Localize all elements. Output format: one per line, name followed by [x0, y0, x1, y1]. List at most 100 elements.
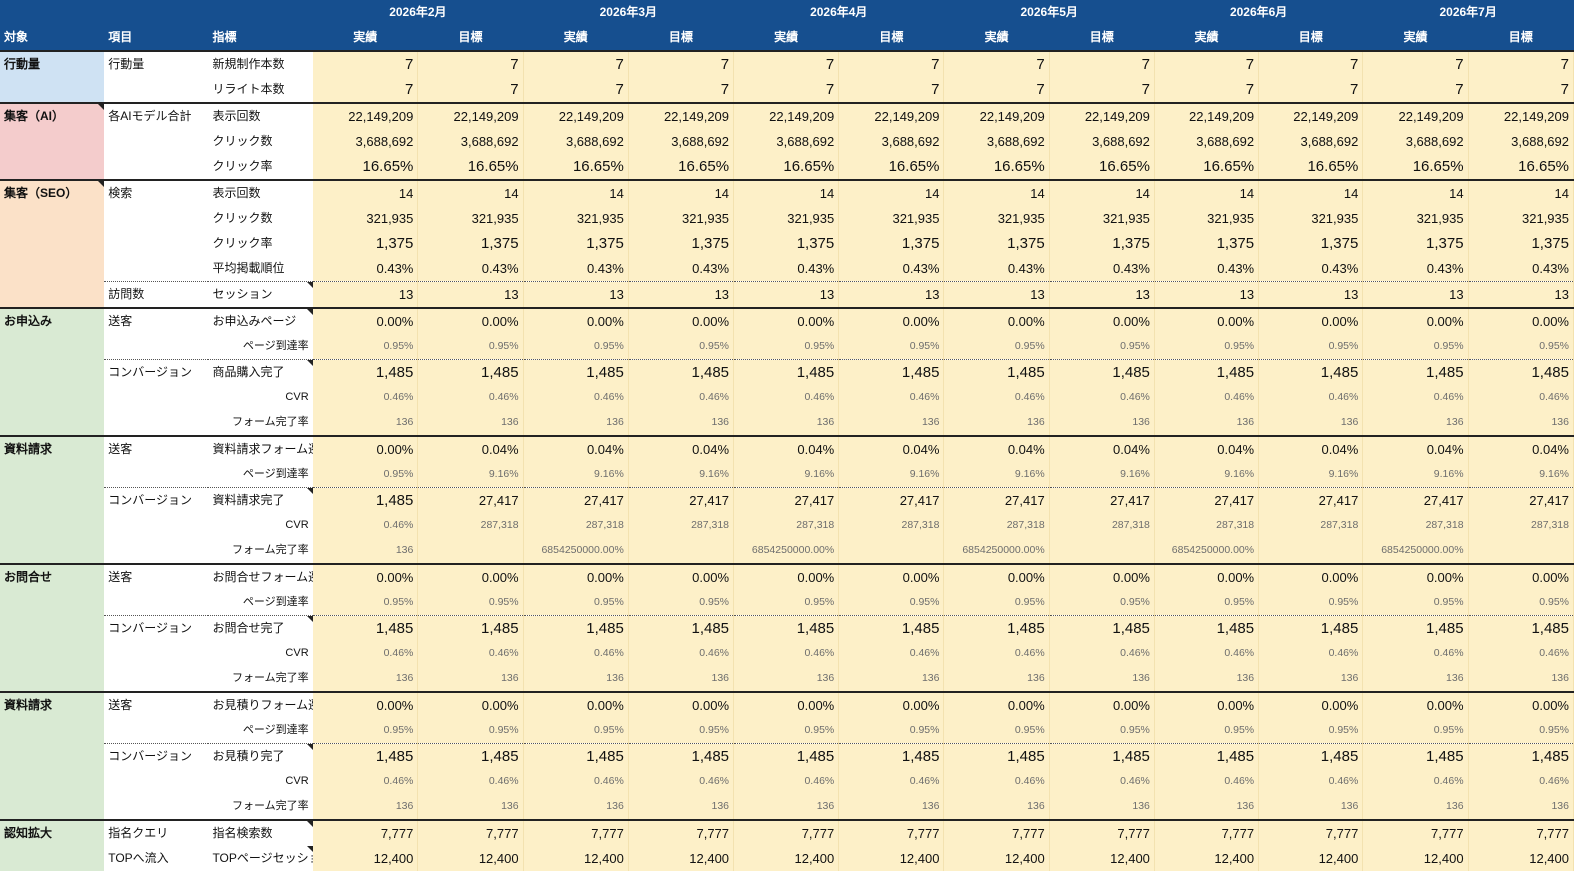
- cell-actual[interactable]: 9.16%: [523, 462, 629, 488]
- cell-item[interactable]: [104, 769, 209, 794]
- cell-goal[interactable]: 136: [417, 410, 524, 436]
- cell-actual[interactable]: 0.00%: [733, 691, 840, 718]
- cell-goal[interactable]: 0.00%: [1258, 691, 1364, 718]
- cell-actual[interactable]: 0.04%: [1154, 435, 1260, 462]
- cell-goal[interactable]: [628, 538, 735, 564]
- cell-goal[interactable]: 136: [1258, 410, 1364, 436]
- cell-goal[interactable]: 16.65%: [1049, 154, 1155, 180]
- cell-actual[interactable]: 3,688,692: [523, 129, 629, 154]
- cell-item[interactable]: 送客: [104, 435, 209, 462]
- cell-goal[interactable]: 0.43%: [1258, 256, 1364, 282]
- cell-actual[interactable]: 287,318: [523, 513, 629, 538]
- cell-actual[interactable]: 321,935: [1154, 206, 1260, 231]
- cell-goal[interactable]: 3,688,692: [1049, 129, 1155, 154]
- cell-item[interactable]: [104, 590, 209, 616]
- cell-goal[interactable]: 7,777: [1258, 819, 1364, 846]
- cell-actual[interactable]: 1,485: [312, 615, 419, 641]
- cell-goal[interactable]: 0.46%: [1049, 385, 1155, 410]
- cell-actual[interactable]: 0.46%: [312, 641, 419, 666]
- cell-goal[interactable]: 0.04%: [838, 435, 945, 462]
- cell-goal[interactable]: 7,777: [1468, 819, 1574, 846]
- cell-goal[interactable]: 0.95%: [1049, 334, 1155, 360]
- cell-actual[interactable]: 1,375: [1154, 231, 1260, 256]
- cell-goal[interactable]: 321,935: [628, 206, 735, 231]
- cell-item[interactable]: [104, 794, 209, 820]
- cell-goal[interactable]: 0.46%: [1468, 385, 1574, 410]
- cell-goal[interactable]: 27,417: [1258, 487, 1364, 513]
- cell-actual[interactable]: 14: [1362, 179, 1469, 206]
- cell-item[interactable]: [104, 462, 209, 488]
- cell-actual[interactable]: 7,777: [1362, 819, 1469, 846]
- cell-goal[interactable]: 7: [417, 77, 524, 103]
- cell-actual[interactable]: 6854250000.00%: [733, 538, 840, 564]
- cell-actual[interactable]: 22,149,209: [943, 102, 1050, 129]
- cell-item[interactable]: 検索: [104, 179, 209, 206]
- cell-goal[interactable]: 0.95%: [1258, 334, 1364, 360]
- cell-goal[interactable]: 0.95%: [1468, 334, 1574, 360]
- cell-goal[interactable]: 7: [838, 77, 945, 103]
- cell-goal[interactable]: 13: [417, 281, 524, 308]
- cell-actual[interactable]: 0.95%: [1362, 334, 1469, 360]
- cell-actual[interactable]: 0.95%: [1362, 718, 1469, 744]
- col-header-actual[interactable]: 実績: [943, 25, 1050, 51]
- cell-goal[interactable]: 136: [628, 410, 735, 436]
- cell-item[interactable]: コンバージョン: [104, 487, 209, 513]
- cell-goal[interactable]: 287,318: [1049, 513, 1155, 538]
- cell-goal[interactable]: 0.46%: [1258, 769, 1364, 794]
- cell-actual[interactable]: 7: [943, 77, 1050, 103]
- cell-target[interactable]: 資料請求: [0, 691, 105, 718]
- col-header-goal[interactable]: 目標: [417, 25, 524, 51]
- cell-goal[interactable]: 1,485: [1258, 359, 1364, 385]
- cell-actual[interactable]: 12,400: [312, 846, 419, 871]
- col-header-actual[interactable]: 実績: [523, 25, 629, 51]
- cell-goal[interactable]: 0.95%: [838, 334, 945, 360]
- cell-actual[interactable]: 0.00%: [943, 307, 1050, 334]
- cell-goal[interactable]: 0.00%: [1258, 307, 1364, 334]
- cell-actual[interactable]: 0.95%: [312, 334, 419, 360]
- col-header-goal[interactable]: 目標: [1049, 25, 1155, 51]
- cell-actual[interactable]: 7: [523, 50, 629, 77]
- cell-goal[interactable]: 0.43%: [417, 256, 524, 282]
- cell-goal[interactable]: 0.46%: [417, 385, 524, 410]
- cell-actual[interactable]: 27,417: [1154, 487, 1260, 513]
- cell-goal[interactable]: 0.46%: [628, 385, 735, 410]
- cell-actual[interactable]: 6854250000.00%: [943, 538, 1050, 564]
- cell-item[interactable]: [104, 641, 209, 666]
- cell-actual[interactable]: 0.00%: [312, 435, 419, 462]
- cell-actual[interactable]: 0.00%: [1362, 307, 1469, 334]
- cell-actual[interactable]: 136: [943, 666, 1050, 692]
- cell-goal[interactable]: 0.46%: [1468, 641, 1574, 666]
- cell-goal[interactable]: 13: [1258, 281, 1364, 308]
- cell-actual[interactable]: 16.65%: [312, 154, 419, 180]
- cell-actual[interactable]: 27,417: [1362, 487, 1469, 513]
- cell-goal[interactable]: 9.16%: [1258, 462, 1364, 488]
- cell-item[interactable]: 送客: [104, 563, 209, 590]
- cell-actual[interactable]: 1,485: [733, 359, 840, 385]
- cell-actual[interactable]: 9.16%: [1362, 462, 1469, 488]
- cell-metric[interactable]: CVR: [208, 513, 313, 538]
- cell-goal[interactable]: [1049, 538, 1155, 564]
- cell-actual[interactable]: 1,485: [1154, 615, 1260, 641]
- cell-actual[interactable]: 0.46%: [733, 385, 840, 410]
- cell-target[interactable]: 集客（SEO）: [0, 179, 105, 206]
- cell-actual[interactable]: 7,777: [312, 819, 419, 846]
- cell-target[interactable]: [0, 615, 105, 641]
- cell-actual[interactable]: 136: [523, 794, 629, 820]
- cell-actual[interactable]: 9.16%: [1154, 462, 1260, 488]
- cell-goal[interactable]: 16.65%: [1468, 154, 1574, 180]
- cell-goal[interactable]: 136: [838, 794, 945, 820]
- cell-actual[interactable]: 13: [312, 281, 419, 308]
- cell-actual[interactable]: 136: [733, 794, 840, 820]
- cell-actual[interactable]: 0.95%: [1362, 590, 1469, 616]
- cell-goal[interactable]: 0.95%: [1049, 718, 1155, 744]
- cell-metric[interactable]: 表示回数: [208, 179, 313, 206]
- cell-actual[interactable]: 3,688,692: [1154, 129, 1260, 154]
- cell-goal[interactable]: 0.95%: [628, 590, 735, 616]
- cell-actual[interactable]: 0.04%: [943, 435, 1050, 462]
- cell-goal[interactable]: 0.00%: [1468, 691, 1574, 718]
- cell-goal[interactable]: 27,417: [417, 487, 524, 513]
- cell-metric[interactable]: クリック率: [208, 231, 313, 256]
- cell-actual[interactable]: 0.95%: [312, 590, 419, 616]
- cell-goal[interactable]: 0.46%: [838, 641, 945, 666]
